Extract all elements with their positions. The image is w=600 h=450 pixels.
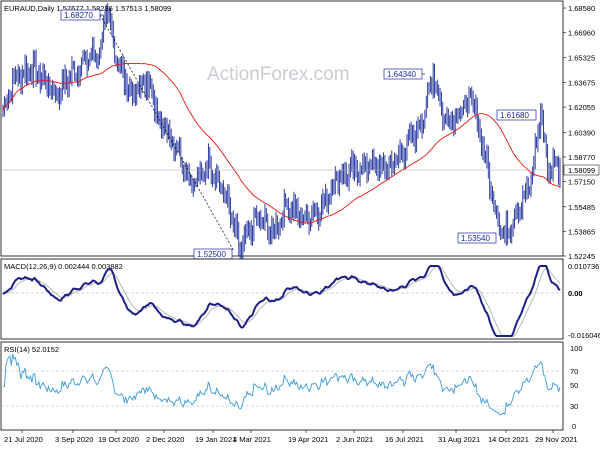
x-tick-label: 19 Oct 2020 bbox=[98, 435, 139, 444]
price-ytick-label: 1.68580 bbox=[568, 4, 595, 13]
x-tick-label: 21 Jul 2020 bbox=[4, 435, 43, 444]
x-tick-label: 2 Jun 2021 bbox=[336, 435, 373, 444]
svg-text:1.64340: 1.64340 bbox=[387, 70, 416, 79]
rsi-ytick-50: 50 bbox=[570, 381, 578, 390]
price-ytick-label: 1.57150 bbox=[568, 178, 595, 187]
macd-label: MACD(12,26,9) 0.002444 0.003882 bbox=[4, 262, 123, 271]
price-label-low1: 1.52500 bbox=[193, 248, 233, 260]
price-label-high3: 1.61680 bbox=[496, 109, 537, 121]
rsi-ytick-70: 70 bbox=[570, 367, 578, 376]
x-tick-label: 3 Sep 2020 bbox=[55, 435, 93, 444]
svg-text:1.68270: 1.68270 bbox=[64, 11, 93, 20]
x-tick-label: 4 Mar 2021 bbox=[233, 435, 271, 444]
current-price-box bbox=[563, 164, 600, 176]
x-tick-label: 29 Nov 2021 bbox=[535, 435, 578, 444]
current-price-label: 1.58099 bbox=[568, 166, 595, 175]
x-tick-label: 19 Apr 2021 bbox=[288, 435, 328, 444]
x-tick-label: 19 Jan 2021 bbox=[195, 435, 236, 444]
price-ytick-label: 1.53865 bbox=[568, 227, 595, 236]
svg-text:1.52500: 1.52500 bbox=[197, 250, 226, 259]
price-label-low2: 1.53540 bbox=[457, 232, 497, 244]
macd-line bbox=[2, 265, 561, 337]
rsi-ytick-100: 100 bbox=[570, 344, 583, 353]
price-header: EURAUD,Daily 1.57677 1.58286 1.57513 1.5… bbox=[4, 4, 171, 13]
rsi-ytick-30: 30 bbox=[570, 402, 578, 411]
rsi-line bbox=[3, 353, 561, 416]
x-tick-label: 31 Aug 2021 bbox=[438, 435, 480, 444]
x-tick-label: 2 Dec 2020 bbox=[146, 435, 184, 444]
x-tick-label: 14 Oct 2021 bbox=[488, 435, 529, 444]
watermark: ActionForex.com bbox=[207, 64, 350, 85]
price-ytick-label: 1.63675 bbox=[568, 78, 595, 87]
price-label-high2: 1.64340 bbox=[383, 68, 425, 80]
rsi-panel bbox=[0, 341, 564, 431]
rsi-ytick-0: 0 bbox=[572, 422, 576, 431]
price-ytick-label: 1.55485 bbox=[568, 203, 595, 212]
price-ytick-label: 1.52245 bbox=[568, 252, 595, 261]
price-panel bbox=[0, 0, 564, 257]
x-tick-label: 16 Jul 2021 bbox=[385, 435, 424, 444]
rsi-label: RSI(14) 52.0152 bbox=[4, 345, 59, 354]
price-ytick-label: 1.66960 bbox=[568, 29, 595, 38]
macd-ytick-zero: 0.00 bbox=[568, 289, 583, 298]
price-ytick-label: 1.60390 bbox=[568, 128, 595, 137]
svg-text:1.61680: 1.61680 bbox=[500, 111, 529, 120]
price-ytick-label: 1.65325 bbox=[568, 53, 595, 62]
moving-average-line bbox=[2, 62, 561, 224]
macd-ytick-top: 0.010736 bbox=[568, 262, 599, 271]
macd-ytick-bottom: -0.016046 bbox=[568, 331, 600, 340]
price-ytick-label: 1.58770 bbox=[568, 153, 595, 162]
price-ytick-label: 1.62055 bbox=[568, 103, 595, 112]
svg-text:1.53540: 1.53540 bbox=[461, 234, 490, 243]
trendline bbox=[99, 14, 235, 252]
price-label-high1: 1.68270 bbox=[60, 9, 103, 21]
